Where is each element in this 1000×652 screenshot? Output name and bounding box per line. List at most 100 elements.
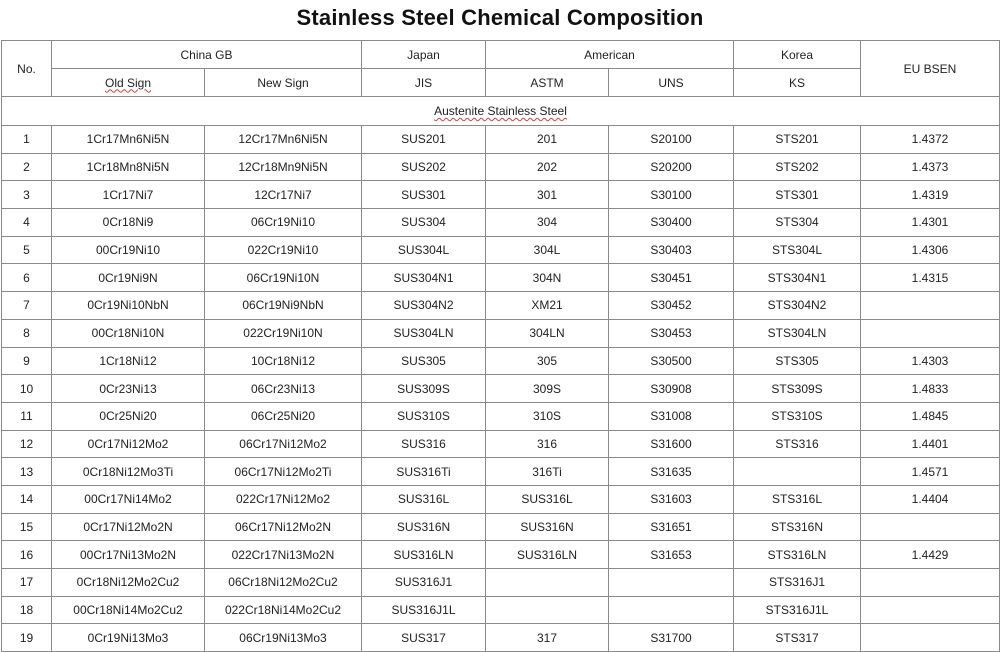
cell-ks: STS310S <box>733 401 861 431</box>
cell-uns: S30453 <box>608 318 734 348</box>
cell-jis: SUS301 <box>361 180 486 210</box>
cell-old-sign: 1Cr17Ni7 <box>51 180 205 210</box>
cell-astm: 316Ti <box>485 457 609 486</box>
cell-new-sign: 06Cr19Ni10N <box>204 263 362 293</box>
cell-no: 3 <box>1 180 52 210</box>
cell-ks: STS304N2 <box>733 291 861 320</box>
cell-no: 14 <box>1 484 52 514</box>
cell-old-sign: 0Cr17Ni12Mo2N <box>51 512 205 542</box>
cell-eu-bsen <box>860 318 1000 348</box>
cell-uns <box>608 595 734 625</box>
header-jis: JIS <box>361 68 486 97</box>
cell-old-sign: 00Cr17Ni13Mo2N <box>51 540 205 569</box>
cell-astm: SUS316L <box>485 484 609 514</box>
cell-ks: STS316 <box>733 429 861 459</box>
cell-no: 15 <box>1 512 52 542</box>
cell-ks <box>733 457 861 486</box>
table-row: 2 1Cr18Mn8Ni5N 12Cr18Mn9Ni5N SUS202 202 S2020… <box>1 152 1000 182</box>
cell-jis: SUS202 <box>361 152 486 182</box>
cell-eu-bsen: 1.4571 <box>860 457 1000 486</box>
cell-no: 11 <box>1 401 52 431</box>
cell-jis: SUS304N1 <box>361 263 486 293</box>
cell-uns: S30908 <box>608 374 734 403</box>
cell-new-sign: 022Cr17Ni12Mo2 <box>204 484 362 514</box>
cell-eu-bsen: 1.4429 <box>860 540 1000 569</box>
cell-astm: 202 <box>485 152 609 182</box>
cell-uns: S30403 <box>608 235 734 265</box>
cell-new-sign: 022Cr18Ni14Mo2Cu2 <box>204 595 362 625</box>
table-row: 17 0Cr18Ni12Mo2Cu2 06Cr18Ni12Mo2Cu2 SUS316J… <box>1 568 1000 597</box>
cell-old-sign: 00Cr18Ni10N <box>51 318 205 348</box>
header-china-gb: China GB <box>51 40 362 69</box>
cell-new-sign: 06Cr25Ni20 <box>204 401 362 431</box>
table-row: 16 00Cr17Ni13Mo2N 022Cr17Ni13Mo2N SUS316LN S… <box>1 540 1000 569</box>
cell-astm: 317 <box>485 623 609 652</box>
cell-jis: SUS316Ti <box>361 457 486 486</box>
cell-no: 6 <box>1 263 52 293</box>
cell-new-sign: 06Cr19Ni13Mo3 <box>204 623 362 652</box>
header-row-groups: No. China GB Japan American Korea EU BSE… <box>1 40 1000 97</box>
cell-jis: SUS304 <box>361 208 486 237</box>
table-row: 8 00Cr18Ni10N 022Cr19Ni10N SUS304LN 304LN S30… <box>1 318 1000 348</box>
header-no: No. <box>1 40 52 97</box>
cell-astm: 304LN <box>485 318 609 348</box>
cell-old-sign: 00Cr19Ni10 <box>51 235 205 265</box>
cell-no: 17 <box>1 568 52 597</box>
cell-no: 2 <box>1 152 52 182</box>
composition-table: No. China GB Japan American Korea EU BSE… <box>1 40 1000 652</box>
cell-uns: S30451 <box>608 263 734 293</box>
cell-old-sign: 0Cr18Ni12Mo2Cu2 <box>51 568 205 597</box>
table-row: 1 1Cr17Mn6Ni5N 12Cr17Mn6Ni5N SUS201 201 S2010… <box>1 125 1000 154</box>
cell-jis: SUS316L <box>361 484 486 514</box>
header-american: American <box>485 40 734 69</box>
table-row: 7 0Cr19Ni10NbN 06Cr19Ni9NbN SUS304N2 XM21 S30… <box>1 291 1000 320</box>
cell-no: 4 <box>1 208 52 237</box>
cell-uns: S31700 <box>608 623 734 652</box>
table-row: 6 0Cr19Ni9N 06Cr19Ni10N SUS304N1 304N S30451 S… <box>1 263 1000 293</box>
header-uns: UNS <box>608 68 734 97</box>
cell-ks: STS316J1L <box>733 595 861 625</box>
header-row-standards: Old Sign New Sign JIS ASTM UNS KS <box>2 68 1000 97</box>
header-eu-bsen: EU BSEN <box>860 40 1000 97</box>
cell-ks: STS305 <box>733 346 861 376</box>
cell-jis: SUS316N <box>361 512 486 542</box>
cell-no: 7 <box>1 291 52 320</box>
cell-no: 18 <box>1 595 52 625</box>
cell-eu-bsen: 1.4303 <box>860 346 1000 376</box>
section-row: Austenite Stainless Steel <box>1 96 1000 126</box>
cell-uns: S31653 <box>608 540 734 569</box>
cell-astm: 316 <box>485 429 609 459</box>
cell-jis: SUS304LN <box>361 318 486 348</box>
cell-old-sign: 00Cr18Ni14Mo2Cu2 <box>51 595 205 625</box>
cell-ks: STS304 <box>733 208 861 237</box>
table-row: 5 00Cr19Ni10 022Cr19Ni10 SUS304L 304L S30403 S… <box>1 235 1000 265</box>
cell-ks: STS301 <box>733 180 861 210</box>
cell-new-sign: 12Cr17Ni7 <box>204 180 362 210</box>
header-japan: Japan <box>361 40 486 69</box>
table-row: 3 1Cr17Ni7 12Cr17Ni7 SUS301 301 S30100 STS301 1… <box>1 180 1000 210</box>
cell-new-sign: 06Cr17Ni12Mo2Ti <box>204 457 362 486</box>
cell-no: 19 <box>1 623 52 652</box>
cell-old-sign: 0Cr19Ni13Mo3 <box>51 623 205 652</box>
cell-astm <box>485 595 609 625</box>
cell-jis: SUS316 <box>361 429 486 459</box>
cell-ks: STS304N1 <box>733 263 861 293</box>
cell-uns: S31651 <box>608 512 734 542</box>
cell-new-sign: 022Cr19Ni10 <box>204 235 362 265</box>
cell-new-sign: 10Cr18Ni12 <box>204 346 362 376</box>
page-title: Stainless Steel Chemical Composition <box>296 5 704 30</box>
cell-new-sign: 06Cr19Ni9NbN <box>204 291 362 320</box>
cell-new-sign: 12Cr18Mn9Ni5N <box>204 152 362 182</box>
cell-jis: SUS317 <box>361 623 486 652</box>
cell-uns <box>608 568 734 597</box>
cell-astm: 304N <box>485 263 609 293</box>
cell-new-sign: 022Cr17Ni13Mo2N <box>204 540 362 569</box>
cell-uns: S31008 <box>608 401 734 431</box>
cell-uns: S30500 <box>608 346 734 376</box>
header-astm: ASTM <box>485 68 609 97</box>
cell-jis: SUS304N2 <box>361 291 486 320</box>
cell-eu-bsen: 1.4372 <box>860 125 1000 154</box>
cell-jis: SUS304L <box>361 235 486 265</box>
header-korea: Korea <box>733 40 861 69</box>
cell-no: 8 <box>1 318 52 348</box>
